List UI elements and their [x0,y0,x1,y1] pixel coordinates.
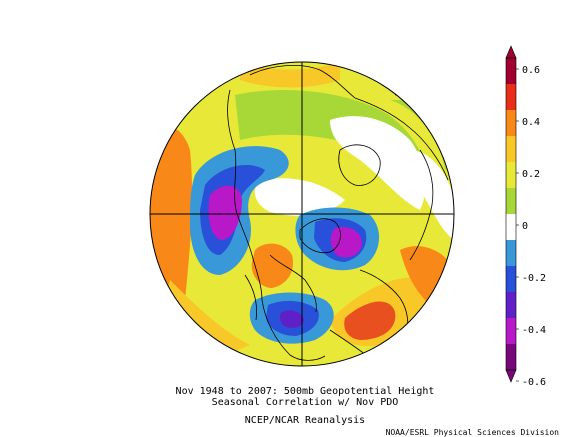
colorbar-segment [506,84,516,111]
colorbar-tick-label: -0.2 [522,273,546,284]
white-region-north [330,116,426,210]
colorbar: 0.6 0.4 0.2 0 -0.2 -0.4 -0.6 [505,45,546,388]
orange-region-west-america [251,243,294,288]
colorbar-segment [506,162,516,189]
colorbar-tick-label: 0.6 [522,65,540,76]
map-border [149,61,455,367]
colorbar-tick-label: -0.4 [522,325,546,336]
colorbar-tick-label: 0.4 [522,117,540,128]
colorbar-segment [506,110,516,137]
colorbar-cap-top [505,45,517,59]
caption-title: Nov 1948 to 2007: 500mb Geopotential Hei… [175,386,435,397]
colorbar-tick-label: 0 [522,221,528,232]
colorbar-border [505,57,517,371]
colorbar-segment [506,240,516,267]
caption-subtitle: Seasonal Correlation w/ Nov PDO [211,397,399,408]
red-region-southeast [344,301,396,340]
colorbar-tick-label: -0.6 [522,377,546,388]
purple-region-east-america [279,310,304,328]
colorbar-segment [506,214,516,241]
colorbar-segment [506,188,516,215]
colorbar-segment [506,136,516,163]
colorbar-tick-label: 0.2 [522,169,540,180]
colorbar-segment [506,318,516,345]
caption-source: NCEP/NCAR Reanalysis [244,415,366,426]
map-disc [150,62,454,366]
colorbar-segment [506,344,516,371]
purple-region-pacific [208,185,242,240]
credit-text: NOAA/ESRL Physical Sciences Division [385,428,559,437]
colorbar-segment [506,58,516,85]
white-region-east [410,150,454,240]
white-region-center [254,178,345,216]
purple-region-north-central [330,226,362,258]
green-region-north [235,90,435,200]
colorbar-segment [506,266,516,293]
colorbar-segment [506,292,516,319]
colorbar-cap-bottom [505,369,517,383]
